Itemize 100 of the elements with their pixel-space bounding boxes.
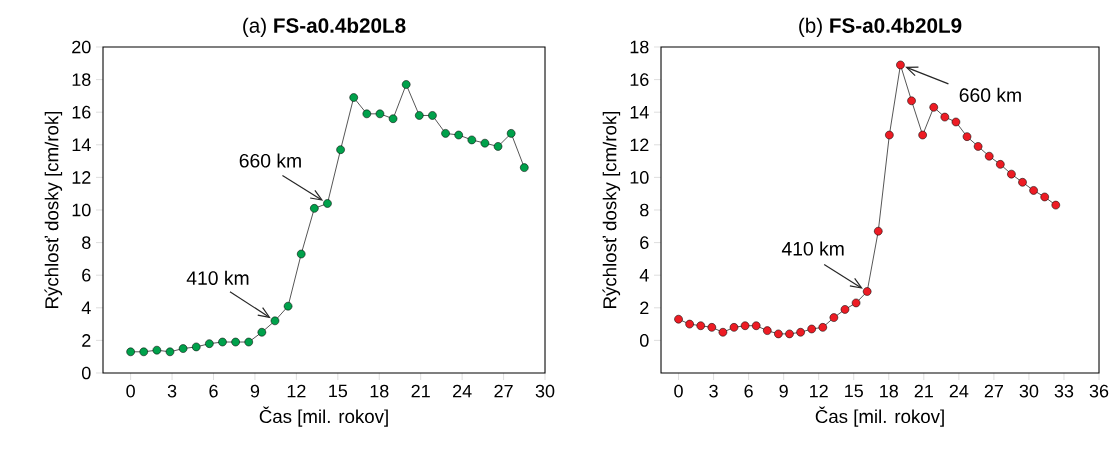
chart-title: (b) FS-a0.4b20L9 (799, 17, 962, 37)
point (520, 163, 529, 172)
point (896, 60, 905, 70)
point (751, 321, 761, 330)
y-tick-label: 4 (81, 301, 91, 314)
x-tick-label: 27 (984, 384, 1003, 398)
point (165, 347, 175, 357)
y-tick-label: 18 (630, 40, 649, 54)
y-tick-label: 10 (72, 203, 91, 217)
point (807, 324, 816, 334)
y-tick-label: 16 (72, 105, 91, 119)
point (178, 344, 188, 353)
x-axis-title: Čas [mil. rokov] (815, 406, 944, 427)
point (973, 142, 983, 151)
y-tick-label: 6 (640, 236, 649, 249)
point (388, 114, 398, 123)
point (493, 142, 503, 151)
x-tick-label: 6 (744, 384, 753, 398)
point (907, 96, 916, 106)
y-tick-label: 8 (82, 236, 91, 249)
point (1007, 169, 1016, 179)
point (674, 314, 683, 324)
point (375, 109, 385, 119)
chart-title: (a) FS-a0.4b20L8 (243, 17, 406, 37)
point (729, 323, 739, 332)
point (126, 347, 135, 357)
point (951, 117, 961, 127)
point (940, 112, 950, 122)
point (707, 323, 717, 332)
point (218, 337, 227, 347)
x-tick-label: 15 (845, 384, 863, 398)
x-axis-title: Čas [mil. rokov] (259, 406, 388, 427)
x-tick-label: 0 (674, 384, 683, 398)
y-tick-label: 4 (639, 269, 649, 282)
point (441, 129, 450, 138)
x-tick-label: 33 (1054, 384, 1074, 398)
point (191, 342, 201, 352)
point (829, 313, 839, 322)
point (763, 326, 772, 335)
point (362, 109, 372, 119)
annotation: 660 km (959, 87, 1021, 103)
point (873, 226, 883, 236)
annotation: 410 km (781, 241, 844, 256)
point (840, 305, 850, 314)
point (244, 337, 253, 347)
point (740, 321, 750, 330)
x-tick-label: 24 (949, 384, 969, 398)
y-tick-label: 12 (72, 171, 91, 184)
point (984, 151, 994, 161)
x-tick-label: 9 (250, 384, 260, 398)
point (231, 337, 240, 347)
point (323, 199, 332, 208)
y-tick-label: 6 (82, 268, 91, 282)
point (1040, 192, 1049, 202)
point (139, 347, 149, 357)
x-tick-label: 30 (1019, 384, 1039, 398)
x-tick-label: 12 (287, 384, 306, 398)
point (454, 130, 463, 140)
point (270, 316, 280, 326)
point (996, 160, 1005, 169)
point (885, 130, 894, 140)
point (1029, 186, 1038, 195)
y-tick-label: 0 (81, 366, 91, 380)
point (428, 111, 437, 120)
point (862, 287, 872, 296)
point (774, 329, 783, 339)
point (1051, 200, 1061, 210)
x-tick-label: 21 (411, 384, 430, 398)
point (918, 130, 927, 140)
y-tick-label: 20 (72, 40, 91, 54)
point (818, 323, 828, 332)
point (401, 80, 411, 89)
y-tick-label: 12 (630, 138, 649, 152)
point (349, 93, 358, 102)
x-tick-label: 18 (880, 384, 898, 398)
y-tick-label: 14 (72, 138, 91, 151)
point (336, 145, 345, 154)
x-tick-label: 0 (126, 384, 135, 398)
point (962, 132, 972, 141)
point (785, 329, 794, 339)
point (851, 298, 861, 308)
x-tick-label: 3 (709, 384, 718, 398)
x-tick-label: 3 (167, 384, 177, 398)
point (685, 319, 694, 329)
point (1018, 178, 1027, 187)
x-tick-label: 27 (494, 384, 513, 398)
y-tick-label: 16 (630, 73, 649, 86)
point (152, 345, 162, 355)
y-tick-label: 2 (640, 301, 649, 315)
x-tick-label: 21 (914, 384, 933, 398)
x-tick-label: 6 (209, 384, 218, 398)
x-tick-label: 18 (370, 384, 389, 398)
point (696, 321, 705, 330)
y-tick-label: 10 (630, 171, 649, 184)
point (506, 129, 516, 138)
x-tick-label: 30 (535, 384, 555, 398)
point (310, 204, 319, 213)
y-tick-label: 14 (630, 106, 649, 119)
point (480, 138, 490, 148)
x-tick-label: 15 (329, 384, 348, 398)
